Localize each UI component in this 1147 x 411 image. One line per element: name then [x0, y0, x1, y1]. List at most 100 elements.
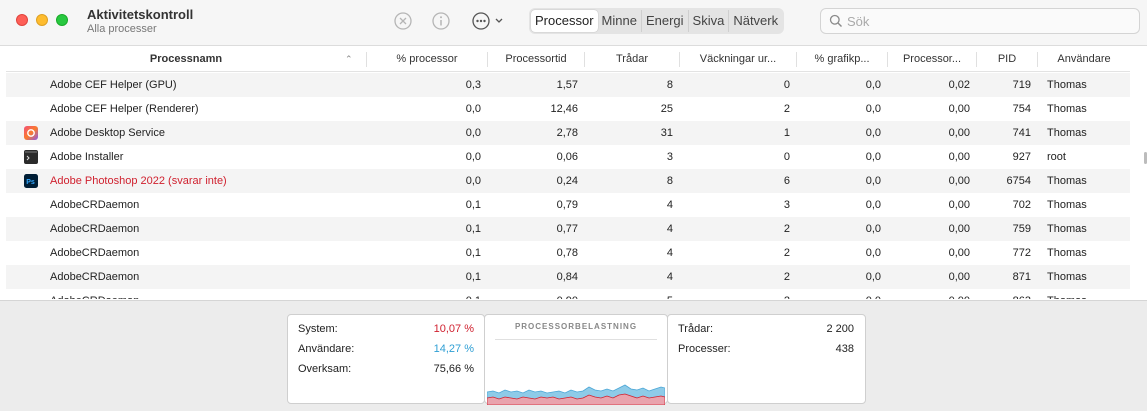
info-icon[interactable]: [431, 11, 451, 31]
table-scrollbar[interactable]: [1135, 73, 1147, 299]
idle-wakeups-cell: 2: [783, 247, 790, 259]
process-name-cell: Adobe Photoshop 2022 (svarar inte): [50, 175, 227, 187]
process-row[interactable]: AdobeCRDaemon 0,1 0,84 4 2 0,0 0,00 871 Thomas: [6, 265, 1130, 289]
threads-label: Trådar:: [678, 323, 714, 335]
zoom-window-button[interactable]: [56, 14, 68, 26]
column-header-cpu-time[interactable]: Processortid: [505, 53, 567, 65]
idle-wakeups-cell: 2: [783, 103, 790, 115]
tab-memory[interactable]: Minne: [598, 10, 642, 32]
gpu-percent-cell: 0,0: [865, 103, 881, 115]
table-header: Processnamn ⌃ % processor Processortid T…: [6, 47, 1130, 72]
chart-title-divider: [495, 339, 657, 340]
tab-disk[interactable]: Skiva: [689, 10, 730, 32]
cpu-time-cell: 0,78: [556, 247, 578, 259]
process-row[interactable]: Adobe Installer 0,0 0,06 3 0 0,0 0,00 927 root: [6, 145, 1130, 169]
threads-cell: 5: [585, 289, 673, 299]
user-cell: Thomas: [1047, 127, 1087, 139]
search-box[interactable]: [820, 8, 1140, 34]
process-row[interactable]: AdobeCRDaemon 0,1 0,90 52 0,0 0,00 863 Thomas: [6, 289, 1130, 299]
user-cell: Thomas: [1047, 103, 1087, 115]
process-row[interactable]: AdobeCRDaemon 0,1 0,78 4 2 0,0 0,00 772 Thomas: [6, 241, 1130, 265]
user-cell: Thomas: [1047, 199, 1087, 211]
threads-cell: 4: [666, 247, 673, 259]
process-row[interactable]: AdobeCRDaemon 0,1 0,79 4 3 0,0 0,00 702 Thomas: [6, 193, 1130, 217]
process-name-cell: AdobeCRDaemon: [50, 247, 140, 259]
gpu-time-cell: 0,00: [948, 247, 970, 259]
gpu-time-cell: 0,00: [948, 175, 970, 187]
idle-stat: Overksam: 75,66 %: [298, 361, 474, 377]
column-header-gpu-percent[interactable]: % grafikp...: [814, 53, 870, 65]
adobe-cc-icon: [24, 126, 38, 140]
sort-ascending-icon: ⌃: [345, 54, 353, 64]
threads-cell: 4: [666, 223, 673, 235]
cpu-percent-cell: 0,1: [465, 199, 481, 211]
column-header-idle-wakeups[interactable]: Väckningar ur...: [699, 53, 777, 65]
pid-cell: 719: [1012, 79, 1031, 91]
column-divider[interactable]: [976, 52, 977, 67]
column-header-threads[interactable]: Trådar: [616, 53, 648, 65]
pid-cell: 754: [1012, 103, 1031, 115]
column-divider[interactable]: [679, 52, 680, 67]
column-divider[interactable]: [887, 52, 888, 67]
column-header-gpu-time[interactable]: Processor...: [902, 53, 962, 65]
gpu-time-cell: 0,00: [948, 151, 970, 163]
minimize-window-button[interactable]: [36, 14, 48, 26]
process-name-cell: AdobeCRDaemon: [50, 199, 140, 211]
user-cell: Thomas: [1047, 247, 1087, 259]
cpu-time-cell: 0,77: [556, 223, 578, 235]
column-divider[interactable]: [796, 52, 797, 67]
tab-energy[interactable]: Energi: [642, 10, 689, 32]
column-divider[interactable]: [584, 52, 585, 67]
gpu-percent-cell: 0,0: [865, 247, 881, 259]
gpu-time-cell: 0,00: [948, 103, 970, 115]
scrollbar-thumb[interactable]: [1144, 152, 1147, 164]
gpu-time-cell: 0,00: [948, 199, 970, 211]
user-cell: Thomas: [1047, 289, 1127, 299]
column-divider[interactable]: [1037, 52, 1038, 67]
column-header-user[interactable]: Användare: [1057, 53, 1111, 65]
process-row[interactable]: Ps Adobe Photoshop 2022 (svarar inte) 0,0 0…: [6, 169, 1130, 193]
search-input[interactable]: [847, 12, 1127, 30]
process-name-cell: Adobe CEF Helper (GPU): [50, 79, 177, 91]
gpu-percent-cell: 0,0: [865, 175, 881, 187]
idle-value: 75,66 %: [433, 363, 474, 375]
user-value: 14,27 %: [433, 343, 474, 355]
ellipsis-menu-icon[interactable]: [471, 11, 507, 31]
table-body: Adobe CEF Helper (GPU) 0,3 1,57 8 0 0,0 0,02 71…: [6, 73, 1130, 299]
tab-processor[interactable]: Processor: [531, 10, 598, 32]
column-header-cpu-percent[interactable]: % processor: [396, 53, 458, 65]
pid-cell: 741: [1012, 127, 1031, 139]
cpu-load-graph: [487, 384, 665, 405]
process-row[interactable]: Adobe Desktop Service 0,0 2,78 31 1 0,0 0,00 74…: [6, 121, 1130, 145]
process-name-cell: AdobeCRDaemon: [50, 223, 140, 235]
process-row[interactable]: Adobe CEF Helper (GPU) 0,3 1,57 8 0 0,0 0,02 71…: [6, 73, 1130, 97]
process-table: Processnamn ⌃ % processor Processortid T…: [0, 47, 1147, 299]
cpu-time-cell: 2,78: [556, 127, 578, 139]
cpu-time-cell: 1,57: [556, 79, 578, 91]
toolbar: Aktivitetskontroll Alla processer Proces…: [0, 0, 1147, 46]
column-header-pid[interactable]: PID: [997, 53, 1017, 65]
threads-cell: 25: [660, 103, 673, 115]
cpu-percent-cell: 0,1: [465, 271, 481, 283]
cpu-time-cell: 0,06: [556, 151, 578, 163]
cpu-percent-cell: 0,0: [465, 175, 481, 187]
cpu-summary-bar: System: 10,07 % Användare: 14,27 % Overk…: [0, 300, 1147, 411]
process-row[interactable]: AdobeCRDaemon 0,1 0,77 4 2 0,0 0,00 759 Thomas: [6, 217, 1130, 241]
column-divider[interactable]: [487, 52, 488, 67]
threads-cell: 3: [666, 151, 673, 163]
gpu-time-cell: 0,00: [888, 289, 970, 299]
idle-wakeups-cell: 6: [783, 175, 790, 187]
column-divider[interactable]: [366, 52, 367, 67]
threads-value: 2 200: [826, 323, 854, 335]
idle-wakeups-cell: 2: [783, 271, 790, 283]
user-cell: Thomas: [1047, 79, 1087, 91]
process-row[interactable]: Adobe CEF Helper (Renderer) 0,0 12,46 25 2 0,…: [6, 97, 1130, 121]
stop-process-icon[interactable]: [393, 11, 413, 31]
system-load-area: [487, 393, 665, 405]
user-cell: Thomas: [1047, 223, 1087, 235]
cpu-time-cell: 0,84: [556, 271, 578, 283]
tab-network[interactable]: Nätverk: [733, 13, 779, 28]
close-window-button[interactable]: [16, 14, 28, 26]
user-label: Användare:: [298, 343, 355, 355]
column-header-process-name[interactable]: Processnamn: [149, 53, 223, 65]
